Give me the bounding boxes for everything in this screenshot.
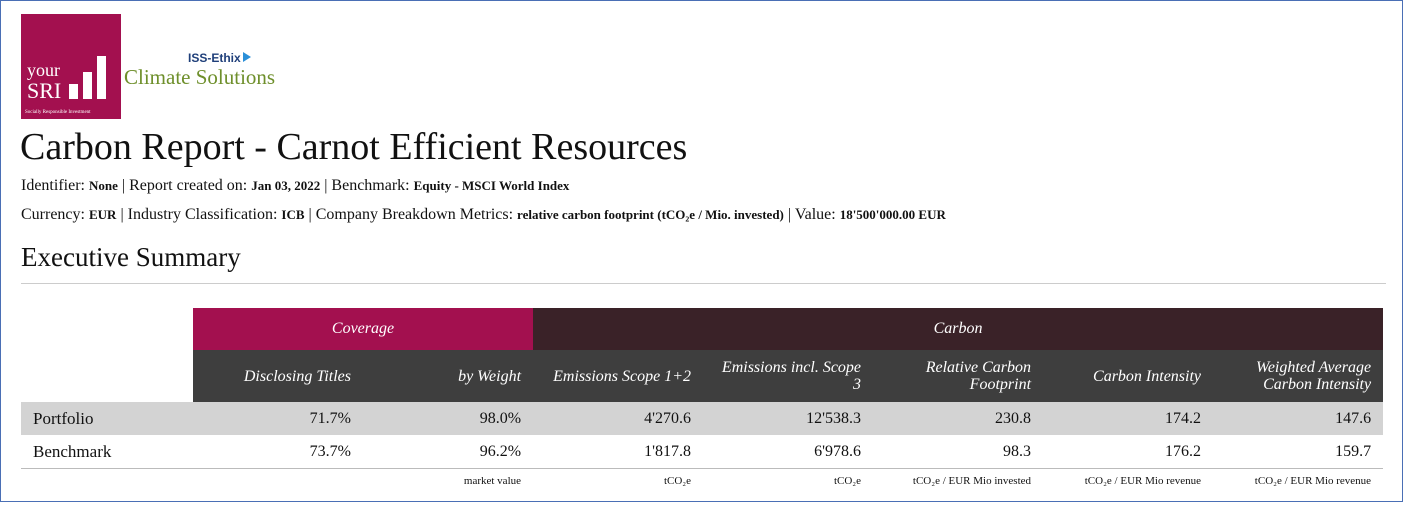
partner-name: ISS-Ethix [188,51,241,65]
group-header: Coverage [193,308,533,350]
unit: tCO₂e / EUR Mio revenue [1213,469,1383,509]
meta-label: Company Breakdown Metrics: [316,206,513,223]
column-header: Relative Carbon Footprint [873,350,1043,402]
cell: 1'817.8 [533,435,703,469]
column-header: by Weight [363,350,533,402]
row-label: Portfolio [21,402,193,435]
logo-bar [83,72,92,99]
cell: 159.7 [1213,435,1383,469]
meta-label: Value: [795,206,836,223]
meta-value: EUR [89,207,116,222]
meta-value: ICB [281,207,304,222]
separator: | [324,177,327,194]
meta-value: 18'500'000.00 EUR [840,207,946,222]
partner-icon [243,52,251,62]
blank [21,308,193,350]
section-title: Executive Summary [21,242,241,273]
cell: 147.6 [1213,402,1383,435]
logo-bar [69,84,78,99]
meta-label: Currency: [21,206,85,223]
cell: 98.0% [363,402,533,435]
column-header: Emissions Scope 1+2 [533,350,703,402]
column-header: Carbon Intensity [1043,350,1213,402]
logo: your SRI Socially Responsible Investment [21,14,121,119]
cell: 73.7% [193,435,363,469]
logo-text: your [27,60,60,80]
meta-label: Industry Classification: [128,206,278,223]
cell: 98.3 [873,435,1043,469]
unit: tCO₂e [703,469,873,509]
group-header: Carbon [533,308,1383,350]
unit: tCO₂e / EUR Mio revenue [1043,469,1213,509]
meta-value: relative carbon footprint (tCO₂e / Mio. … [517,207,784,222]
cell: 174.2 [1043,402,1213,435]
cell: 176.2 [1043,435,1213,469]
logo-text: SRI [27,78,61,103]
unit: tCO₂e / EUR Mio invested [873,469,1043,509]
meta-label: Identifier: [21,177,85,194]
logo-bar [97,56,106,99]
separator: | [309,206,312,223]
cell: 71.7% [193,402,363,435]
column-header: Emissions incl. Scope 3 [703,350,873,402]
divider [21,283,1386,284]
blank [21,350,193,402]
separator: | [122,177,125,194]
blank [21,469,193,509]
title: Carbon Report - Carnot Efficient Resourc… [20,125,687,169]
cell: 230.8 [873,402,1043,435]
partner: ISS-Ethix [188,51,251,65]
product: Climate Solutions [124,65,275,90]
meta-value: None [89,178,118,193]
separator: | [788,206,791,223]
blank [193,469,363,509]
row-label: Benchmark [21,435,193,469]
cell: 4'270.6 [533,402,703,435]
meta-label: Benchmark: [331,177,409,194]
unit: market value [363,469,533,509]
cell: 12'538.3 [703,402,873,435]
meta-value: Jan 03, 2022 [251,178,320,193]
column-header: Disclosing Titles [193,350,363,402]
cell: 96.2% [363,435,533,469]
separator: | [120,206,123,223]
unit: tCO₂e [533,469,703,509]
meta-value: Equity - MSCI World Index [414,178,570,193]
group-row: Coverage Carbon [21,308,1383,350]
column-header: Weighted Average Carbon Intensity [1213,350,1383,402]
cell: 6'978.6 [703,435,873,469]
meta-label: Report created on: [129,177,247,194]
meta-line: Currency: EUR | Industry Classification:… [21,206,946,224]
logo-tagline: Socially Responsible Investment [25,110,91,115]
meta-line: Identifier: None | Report created on: Ja… [21,177,569,195]
